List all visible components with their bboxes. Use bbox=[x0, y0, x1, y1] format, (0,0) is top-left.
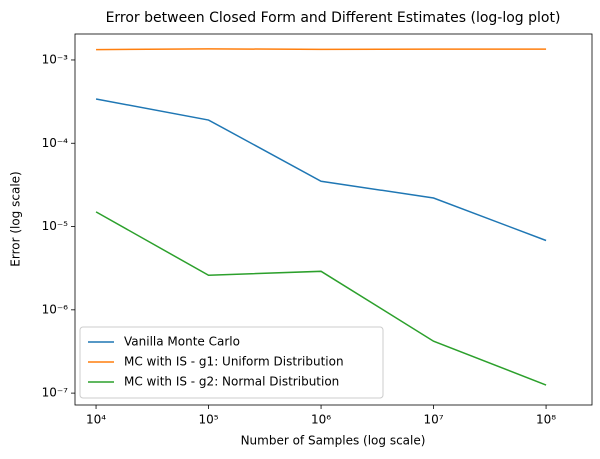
x-tick-label: 10⁵ bbox=[199, 413, 219, 427]
legend-box bbox=[79, 326, 384, 399]
y-tick-label: 10⁻⁶ bbox=[42, 302, 69, 316]
x-tick-label: 10⁷ bbox=[424, 413, 444, 427]
y-tick-label: 10⁻⁴ bbox=[42, 136, 69, 150]
y-tick-label: 10⁻³ bbox=[42, 52, 69, 66]
legend-label: Vanilla Monte Carlo bbox=[124, 335, 240, 349]
y-tick-label: 10⁻⁵ bbox=[42, 219, 69, 233]
legend-label: MC with IS - g2: Normal Distribution bbox=[124, 375, 339, 389]
y-axis-label: Error (log scale) bbox=[9, 171, 23, 266]
plot-frame bbox=[74, 33, 593, 406]
series-line bbox=[95, 98, 547, 242]
x-tick-label: 10⁶ bbox=[311, 413, 331, 427]
y-tick-label: 10⁻⁷ bbox=[42, 386, 69, 400]
x-axis-label: Number of Samples (log scale) bbox=[241, 434, 426, 448]
series-line bbox=[95, 211, 547, 386]
legend-label: MC with IS - g1: Uniform Distribution bbox=[124, 355, 344, 369]
chart-title: Error between Closed Form and Different … bbox=[106, 10, 561, 26]
x-tick-label: 10⁸ bbox=[536, 413, 556, 427]
x-tick-label: 10⁴ bbox=[86, 413, 106, 427]
series-line bbox=[96, 48, 547, 51]
